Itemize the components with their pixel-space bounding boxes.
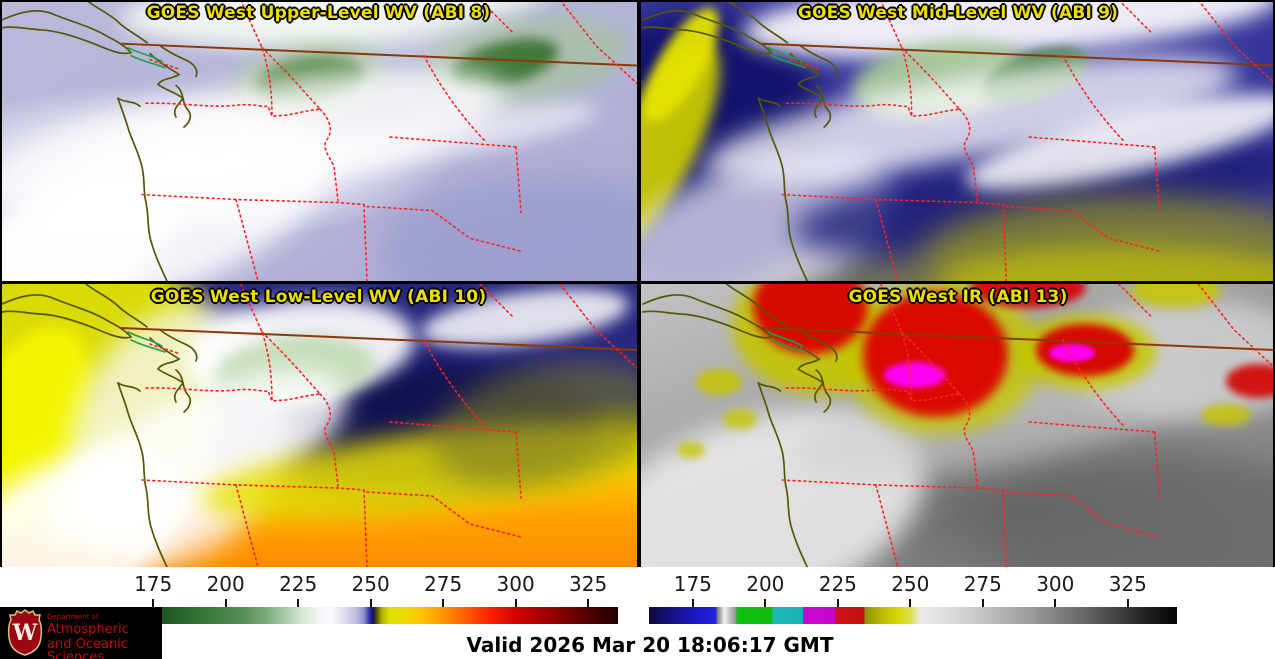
colorbar-tick-mark — [764, 599, 767, 607]
colorbar-tick-label: 225 — [279, 572, 318, 596]
colorbar-tick-label: 225 — [818, 572, 857, 596]
panel-ir: GOES West IR (ABI 13) — [641, 284, 1275, 567]
panel-upper-level-wv: GOES West Upper-Level WV (ABI 8) — [0, 0, 637, 281]
logo-name-line2: and Oceanic Sciences — [47, 637, 128, 659]
map-overlay — [641, 0, 1275, 281]
colorbar-tick-label: 200 — [206, 572, 245, 596]
wv-colorbar — [110, 607, 618, 624]
frame-edge-top — [0, 0, 1275, 2]
logo-name-line1: Atmospheric — [47, 622, 129, 637]
colorbar-tick-label: 300 — [1036, 572, 1075, 596]
map-overlay — [641, 284, 1275, 567]
colorbar-tick-mark — [514, 599, 517, 607]
panel-title: GOES West Upper-Level WV (ABI 8) — [146, 3, 491, 23]
colorbar-tick-label: 275 — [424, 572, 463, 596]
uw-crest-icon: W — [7, 609, 43, 656]
frame-edge-left — [0, 0, 2, 567]
colorbar-tick-label: 175 — [673, 572, 712, 596]
panel-title: GOES West Low-Level WV (ABI 10) — [150, 287, 487, 307]
colorbar-tick-mark — [909, 599, 912, 607]
colorbar-tick-mark — [587, 599, 590, 607]
uw-aos-logo: W Department of Atmospheric and Oceanic … — [0, 607, 162, 659]
colorbar-tick-mark — [691, 599, 694, 607]
map-overlay — [1, 0, 637, 281]
colorbar-footer: 175 200 225 250 275 300 325 175 200 225 250 275 300… — [0, 567, 1275, 659]
satellite-panel-grid: GOES West Upper-Level WV (ABI 8) GOES We… — [0, 0, 1275, 567]
svg-text:W: W — [12, 620, 38, 646]
colorbar-tick-label: 175 — [134, 572, 173, 596]
panel-title: GOES West Mid-Level WV (ABI 9) — [797, 3, 1119, 23]
colorbar-tick-mark — [1054, 599, 1057, 607]
colorbar-tick-mark — [442, 599, 445, 607]
colorbar-tick-mark — [369, 599, 372, 607]
colorbar-tick-label: 275 — [963, 572, 1002, 596]
colorbar-tick-label: 250 — [891, 572, 930, 596]
panel-title: GOES West IR (ABI 13) — [848, 287, 1068, 307]
colorbar-tick-mark — [1126, 599, 1129, 607]
map-overlay — [1, 284, 637, 567]
colorbar-tick-label: 200 — [746, 572, 785, 596]
valid-time-label: Valid 2026 Mar 20 18:06:17 GMT — [466, 633, 834, 657]
colorbar-tick-mark — [297, 599, 300, 607]
colorbar-tick-mark — [152, 599, 155, 607]
colorbar-tick-mark — [836, 599, 839, 607]
panel-mid-level-wv: GOES West Mid-Level WV (ABI 9) — [641, 0, 1275, 281]
ir-colorbar — [649, 607, 1177, 624]
colorbar-tick-mark — [981, 599, 984, 607]
colorbar-tick-label: 325 — [569, 572, 608, 596]
colorbar-tick-mark — [224, 599, 227, 607]
colorbar-tick-label: 250 — [351, 572, 390, 596]
panel-divider-horizontal — [0, 281, 1275, 284]
colorbar-tick-label: 300 — [496, 572, 535, 596]
colorbar-tick-label: 325 — [1108, 572, 1147, 596]
logo-dept-line: Department of — [47, 613, 99, 621]
frame-edge-right — [1273, 0, 1275, 567]
panel-low-level-wv: GOES West Low-Level WV (ABI 10) — [0, 284, 637, 567]
